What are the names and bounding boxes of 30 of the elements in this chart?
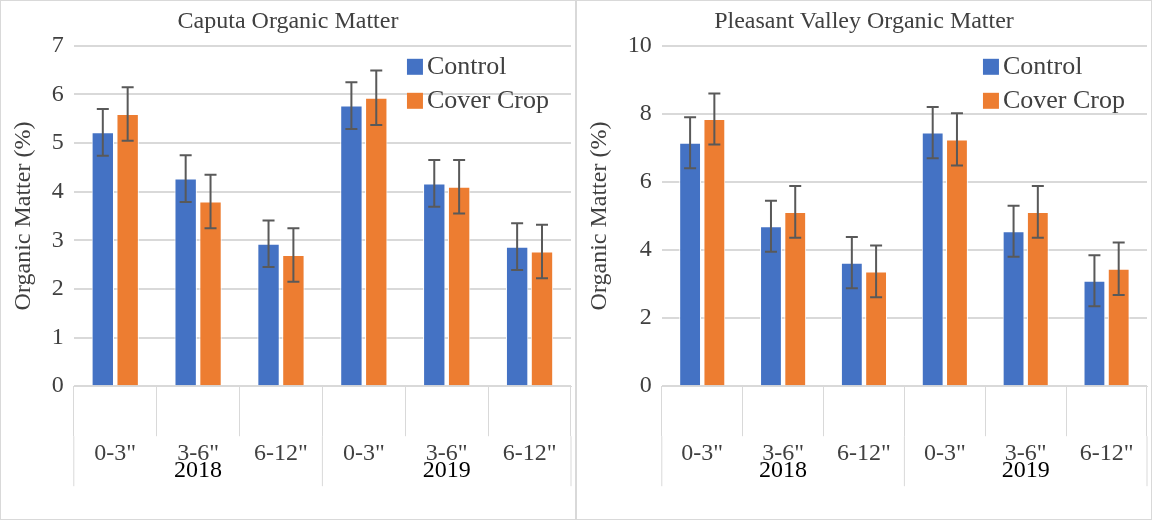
y-tick-label: 4 [639,235,652,262]
y-tick-label: 8 [639,99,652,126]
x-tick-label: 6-12" [502,438,557,465]
chart-title: Pleasant Valley Organic Matter [714,6,1014,33]
legend-label: Cover Crop [1002,84,1126,114]
x-tick-label: 6-12" [1079,438,1134,465]
legend-label: Control [426,50,507,80]
y-tick-label: 0 [639,371,652,398]
y-tick-label: 2 [639,303,652,330]
y-tick-label: 7 [51,31,64,58]
chart-title: Caputa Organic Matter [177,6,399,33]
x-tick-label: 0-3" [94,438,137,465]
y-tick-label: 3 [51,225,64,252]
y-tick-label: 0 [51,371,64,398]
x-tick-label: 6-12" [837,438,891,465]
x-tick-label: 0-3" [923,438,966,465]
legend-label: Control [1002,50,1083,80]
y-tick-label: 2 [51,274,64,301]
x-tick-label: 0-3" [342,438,385,465]
x-tick-label: 0-3" [681,438,724,465]
y-tick-label: 5 [51,128,64,155]
legend-label: Cover Crop [426,84,550,114]
y-tick-label: 10 [627,31,652,58]
y-axis-title: Organic Matter (%) [8,121,35,311]
x-tick-label: 6-12" [254,438,308,465]
y-tick-label: 1 [51,322,64,349]
y-axis-title: Organic Matter (%) [584,121,611,311]
y-tick-label: 4 [51,176,64,203]
y-tick-label: 6 [51,79,64,106]
y-tick-label: 6 [639,167,652,194]
